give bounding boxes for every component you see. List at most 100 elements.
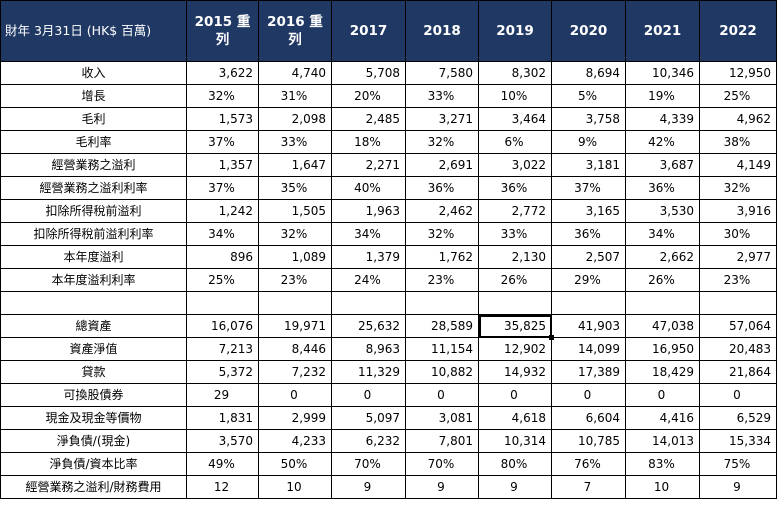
- value-cell[interactable]: 14,099: [551, 337, 626, 361]
- value-cell[interactable]: 2,691: [405, 153, 479, 177]
- value-cell[interactable]: 28,589: [405, 314, 479, 338]
- value-cell[interactable]: 4,339: [625, 107, 700, 131]
- header-year-cell[interactable]: 2017: [331, 0, 406, 62]
- value-cell[interactable]: 5,097: [331, 406, 406, 430]
- row-label-cell[interactable]: 現金及現金等價物: [0, 406, 187, 430]
- value-cell[interactable]: 8,446: [258, 337, 332, 361]
- value-cell[interactable]: 75%: [699, 452, 777, 476]
- value-cell[interactable]: 11,154: [405, 337, 479, 361]
- value-cell[interactable]: 26%: [478, 268, 552, 292]
- value-cell[interactable]: 3,916: [699, 199, 777, 223]
- value-cell[interactable]: [331, 291, 406, 315]
- value-cell[interactable]: [405, 291, 479, 315]
- row-label-cell[interactable]: 總資產: [0, 314, 187, 338]
- value-cell[interactable]: 20,483: [699, 337, 777, 361]
- value-cell[interactable]: 12,902: [478, 337, 552, 361]
- value-cell[interactable]: 1,089: [258, 245, 332, 269]
- header-corner-cell[interactable]: 財年 3月31日 (HK$ 百萬): [0, 0, 187, 62]
- value-cell[interactable]: 36%: [405, 176, 479, 200]
- value-cell[interactable]: 10: [625, 475, 700, 499]
- value-cell[interactable]: 3,758: [551, 107, 626, 131]
- value-cell[interactable]: 3,570: [186, 429, 259, 453]
- value-cell[interactable]: 2,098: [258, 107, 332, 131]
- value-cell[interactable]: [625, 291, 700, 315]
- value-cell[interactable]: 23%: [405, 268, 479, 292]
- value-cell[interactable]: 6,529: [699, 406, 777, 430]
- row-label-cell[interactable]: 經營業務之溢利: [0, 153, 187, 177]
- row-label-cell[interactable]: 收入: [0, 61, 187, 85]
- value-cell[interactable]: 32%: [405, 222, 479, 246]
- value-cell[interactable]: 7,801: [405, 429, 479, 453]
- value-cell[interactable]: 34%: [625, 222, 700, 246]
- value-cell[interactable]: 19,971: [258, 314, 332, 338]
- value-cell[interactable]: 0: [405, 383, 479, 407]
- value-cell[interactable]: 5,372: [186, 360, 259, 384]
- value-cell[interactable]: 1,379: [331, 245, 406, 269]
- row-label-cell[interactable]: 經營業務之溢利/財務費用: [0, 475, 187, 499]
- value-cell[interactable]: 7,213: [186, 337, 259, 361]
- selected-cell[interactable]: 35,825: [478, 314, 552, 338]
- value-cell[interactable]: 17,389: [551, 360, 626, 384]
- value-cell[interactable]: 6%: [478, 130, 552, 154]
- value-cell[interactable]: 0: [258, 383, 332, 407]
- value-cell[interactable]: 2,662: [625, 245, 700, 269]
- value-cell[interactable]: 21,864: [699, 360, 777, 384]
- value-cell[interactable]: 10,346: [625, 61, 700, 85]
- value-cell[interactable]: 9: [478, 475, 552, 499]
- value-cell[interactable]: 32%: [405, 130, 479, 154]
- value-cell[interactable]: 12: [186, 475, 259, 499]
- value-cell[interactable]: 7,232: [258, 360, 332, 384]
- header-year-cell[interactable]: 2022: [699, 0, 777, 62]
- value-cell[interactable]: [551, 291, 626, 315]
- value-cell[interactable]: 14,013: [625, 429, 700, 453]
- value-cell[interactable]: [478, 291, 552, 315]
- value-cell[interactable]: 2,507: [551, 245, 626, 269]
- value-cell[interactable]: 4,416: [625, 406, 700, 430]
- value-cell[interactable]: 41,903: [551, 314, 626, 338]
- value-cell[interactable]: 2,462: [405, 199, 479, 223]
- value-cell[interactable]: 1,963: [331, 199, 406, 223]
- value-cell[interactable]: 1,647: [258, 153, 332, 177]
- value-cell[interactable]: 29: [186, 383, 259, 407]
- value-cell[interactable]: 18%: [331, 130, 406, 154]
- value-cell[interactable]: 38%: [699, 130, 777, 154]
- value-cell[interactable]: 57,064: [699, 314, 777, 338]
- header-year-cell[interactable]: 2021: [625, 0, 700, 62]
- value-cell[interactable]: 9: [405, 475, 479, 499]
- value-cell[interactable]: 36%: [478, 176, 552, 200]
- value-cell[interactable]: 80%: [478, 452, 552, 476]
- value-cell[interactable]: 14,932: [478, 360, 552, 384]
- value-cell[interactable]: 11,329: [331, 360, 406, 384]
- value-cell[interactable]: 3,622: [186, 61, 259, 85]
- value-cell[interactable]: 34%: [186, 222, 259, 246]
- value-cell[interactable]: 35%: [258, 176, 332, 200]
- value-cell[interactable]: 10,785: [551, 429, 626, 453]
- value-cell[interactable]: 10: [258, 475, 332, 499]
- value-cell[interactable]: 34%: [331, 222, 406, 246]
- value-cell[interactable]: 25%: [699, 84, 777, 108]
- value-cell[interactable]: 4,962: [699, 107, 777, 131]
- value-cell[interactable]: 0: [625, 383, 700, 407]
- value-cell[interactable]: 4,740: [258, 61, 332, 85]
- value-cell[interactable]: 29%: [551, 268, 626, 292]
- header-year-cell[interactable]: 2019: [478, 0, 552, 62]
- value-cell[interactable]: 2,130: [478, 245, 552, 269]
- value-cell[interactable]: 2,999: [258, 406, 332, 430]
- value-cell[interactable]: 6,232: [331, 429, 406, 453]
- value-cell[interactable]: 1,242: [186, 199, 259, 223]
- value-cell[interactable]: 7,580: [405, 61, 479, 85]
- value-cell[interactable]: 32%: [258, 222, 332, 246]
- value-cell[interactable]: 30%: [699, 222, 777, 246]
- value-cell[interactable]: 47,038: [625, 314, 700, 338]
- row-label-cell[interactable]: 扣除所得稅前溢利利率: [0, 222, 187, 246]
- value-cell[interactable]: 2,977: [699, 245, 777, 269]
- value-cell[interactable]: 40%: [331, 176, 406, 200]
- value-cell[interactable]: 36%: [625, 176, 700, 200]
- value-cell[interactable]: 31%: [258, 84, 332, 108]
- value-cell[interactable]: 0: [331, 383, 406, 407]
- value-cell[interactable]: 1,831: [186, 406, 259, 430]
- value-cell[interactable]: 10,882: [405, 360, 479, 384]
- value-cell[interactable]: 8,694: [551, 61, 626, 85]
- row-label-cell[interactable]: 毛利: [0, 107, 187, 131]
- selection-fill-handle[interactable]: [548, 334, 554, 340]
